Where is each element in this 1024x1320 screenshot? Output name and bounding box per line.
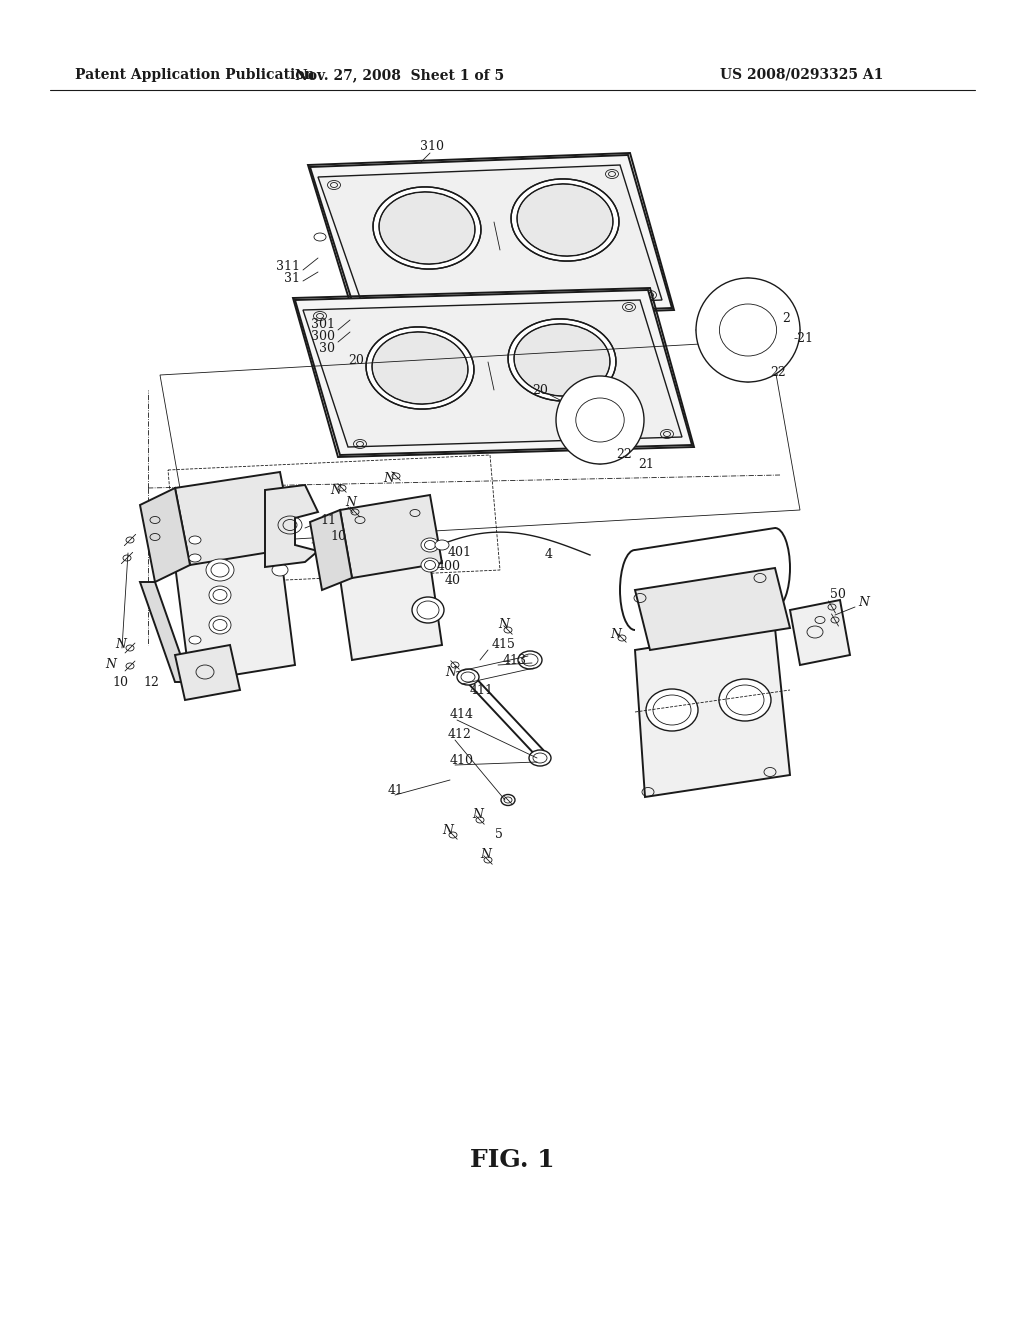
Text: 20: 20	[348, 354, 364, 367]
Ellipse shape	[189, 636, 201, 644]
Text: N: N	[610, 628, 621, 642]
Polygon shape	[310, 154, 672, 319]
Ellipse shape	[517, 183, 613, 256]
Text: 21: 21	[638, 458, 654, 471]
Text: 31: 31	[284, 272, 300, 285]
Ellipse shape	[529, 750, 551, 766]
Polygon shape	[140, 582, 190, 682]
Text: N: N	[330, 483, 341, 496]
Polygon shape	[175, 548, 295, 682]
Polygon shape	[318, 165, 662, 312]
Text: 41: 41	[388, 784, 404, 796]
Ellipse shape	[189, 536, 201, 544]
Ellipse shape	[379, 191, 475, 264]
Text: 11: 11	[319, 513, 336, 527]
Ellipse shape	[501, 795, 515, 805]
Text: 40: 40	[445, 573, 461, 586]
Text: Nov. 27, 2008  Sheet 1 of 5: Nov. 27, 2008 Sheet 1 of 5	[296, 69, 505, 82]
Text: 30: 30	[319, 342, 335, 355]
Text: 300: 300	[311, 330, 335, 343]
Text: 12: 12	[143, 676, 159, 689]
Ellipse shape	[206, 558, 234, 581]
Text: 411: 411	[470, 684, 494, 697]
Text: 412: 412	[449, 729, 472, 742]
Polygon shape	[265, 484, 318, 568]
Text: 50: 50	[830, 589, 846, 602]
Text: 20: 20	[532, 384, 548, 396]
Ellipse shape	[421, 539, 439, 552]
Ellipse shape	[209, 616, 231, 634]
Text: 10: 10	[112, 676, 128, 689]
Polygon shape	[175, 473, 295, 565]
Ellipse shape	[556, 376, 644, 465]
Text: 400: 400	[437, 561, 461, 573]
Text: FIG. 1: FIG. 1	[470, 1148, 554, 1172]
Text: 10: 10	[330, 531, 346, 544]
Ellipse shape	[372, 331, 468, 404]
Ellipse shape	[508, 319, 616, 401]
Ellipse shape	[272, 549, 288, 561]
Polygon shape	[790, 601, 850, 665]
Text: 401: 401	[449, 546, 472, 560]
Text: 414: 414	[450, 709, 474, 722]
Polygon shape	[303, 300, 682, 447]
Ellipse shape	[719, 678, 771, 721]
Text: 2: 2	[782, 312, 790, 325]
Ellipse shape	[457, 669, 479, 685]
Text: N: N	[345, 496, 356, 510]
Polygon shape	[635, 628, 790, 797]
Ellipse shape	[646, 689, 698, 731]
Ellipse shape	[435, 540, 449, 550]
Text: N: N	[498, 619, 509, 631]
Text: -21: -21	[793, 331, 813, 345]
Text: N: N	[105, 659, 116, 672]
Text: 410: 410	[450, 754, 474, 767]
Text: 415: 415	[492, 639, 516, 652]
Ellipse shape	[514, 323, 610, 396]
Text: 5: 5	[495, 829, 503, 842]
Text: 311: 311	[276, 260, 300, 272]
Polygon shape	[340, 495, 442, 578]
Ellipse shape	[412, 597, 444, 623]
Text: 301: 301	[311, 318, 335, 331]
Polygon shape	[310, 510, 352, 590]
Text: N: N	[115, 639, 126, 652]
Text: US 2008/0293325 A1: US 2008/0293325 A1	[720, 69, 884, 82]
Polygon shape	[340, 564, 442, 660]
Ellipse shape	[421, 558, 439, 572]
Ellipse shape	[518, 651, 542, 669]
Ellipse shape	[189, 554, 201, 562]
Text: N: N	[445, 665, 456, 678]
Text: Patent Application Publication: Patent Application Publication	[75, 69, 314, 82]
Ellipse shape	[209, 586, 231, 605]
Polygon shape	[295, 290, 692, 455]
Ellipse shape	[373, 187, 481, 269]
Polygon shape	[635, 568, 790, 649]
Text: 22: 22	[616, 449, 632, 462]
Ellipse shape	[189, 653, 201, 663]
Text: 413: 413	[503, 653, 527, 667]
Text: 310: 310	[420, 140, 444, 153]
Text: 4: 4	[545, 549, 553, 561]
Polygon shape	[175, 645, 240, 700]
Ellipse shape	[511, 180, 618, 261]
Text: N: N	[472, 808, 483, 821]
Polygon shape	[140, 488, 190, 582]
Ellipse shape	[696, 279, 800, 381]
Text: N: N	[480, 849, 490, 862]
Text: N: N	[858, 597, 869, 610]
Ellipse shape	[366, 327, 474, 409]
Text: N: N	[442, 824, 453, 837]
Text: 22: 22	[770, 367, 785, 380]
Ellipse shape	[272, 564, 288, 576]
Text: N: N	[383, 471, 394, 484]
